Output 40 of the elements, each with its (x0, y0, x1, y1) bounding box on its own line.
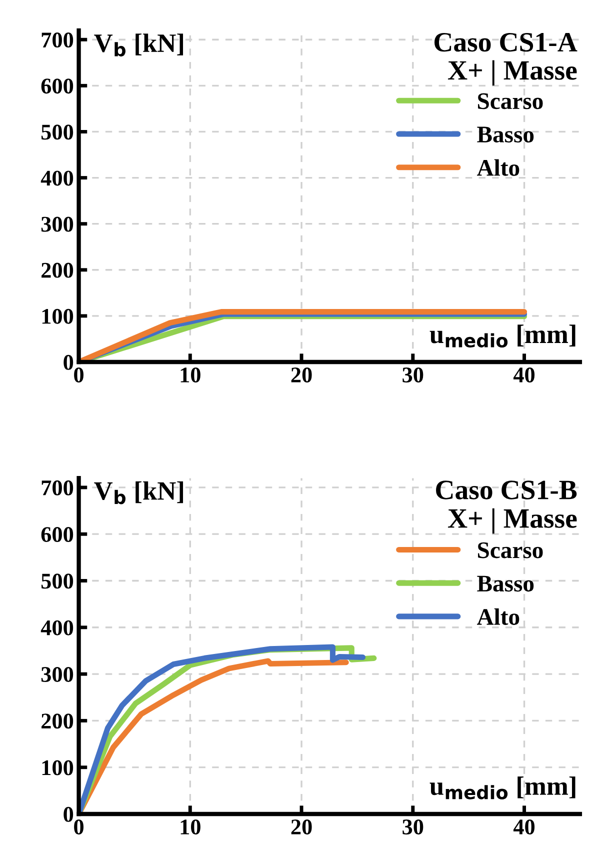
legend-label: Basso (477, 576, 534, 592)
x-tick-label: 20 (291, 367, 312, 382)
legend-label: Basso (477, 126, 534, 142)
y-tick-label: 500 (41, 574, 74, 589)
y-tick-label: 500 (41, 124, 74, 140)
y-tick-label: 100 (42, 308, 74, 324)
y-axis-title: V$_{b}$ [kN] (94, 34, 184, 56)
x-axis-title: u$_{medio}$ [mm] (430, 324, 576, 348)
legend-label: Alto (476, 159, 520, 176)
x-tick-label: 30 (402, 367, 424, 382)
y-tick-label: 300 (41, 666, 74, 682)
x-axis-title: u$_{medio}$ [mm] (430, 776, 576, 800)
text: X+ | Masse (448, 60, 577, 86)
x-tick-label: 0 (74, 819, 84, 834)
y-tick-label: 0 (64, 354, 74, 370)
x-tick-label: 20 (291, 819, 312, 834)
y-tick-label: 700 (42, 480, 74, 496)
x-tick-label: 30 (402, 819, 424, 834)
legend-label: Scarso (478, 542, 543, 558)
y-tick-label: 100 (42, 760, 74, 776)
x-tick-label: 10 (180, 819, 200, 834)
y-tick-label: 600 (41, 78, 74, 94)
chart-title: Caso CS1-B (436, 480, 577, 500)
y-tick-label: 400 (40, 620, 74, 636)
x-tick-label: 0 (74, 367, 84, 382)
x-tick-label: 40 (513, 819, 535, 834)
y-tick-label: 0 (64, 806, 74, 822)
y-axis-title: V$_{b}$ [kN] (94, 481, 184, 504)
y-tick-label: 400 (40, 170, 74, 186)
y-tick-label: 700 (42, 32, 74, 48)
y-tick-label: 600 (41, 527, 74, 542)
legend-label: Alto (476, 608, 520, 625)
y-tick-label: 200 (42, 262, 74, 278)
x-tick-label: 40 (513, 367, 535, 382)
x-tick-label: 10 (180, 367, 200, 382)
y-tick-label: 300 (41, 216, 74, 232)
legend-label: Scarso (478, 93, 543, 110)
text: X+ | Masse (448, 508, 577, 534)
chart-title: Caso CS1-A (434, 32, 578, 52)
y-tick-label: 200 (42, 714, 74, 729)
